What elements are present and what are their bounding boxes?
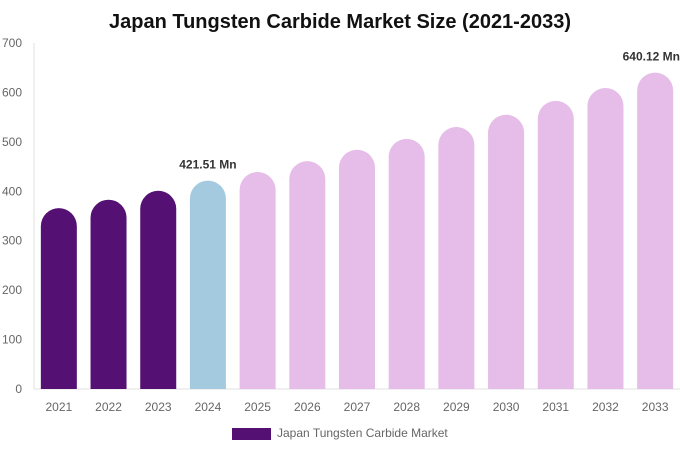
y-tick-label: 300 <box>2 234 22 248</box>
data-labels: 421.51 Mn 640.12 Mn <box>179 50 680 172</box>
x-tick-label: 2024 <box>195 400 222 414</box>
legend-label: Japan Tungsten Carbide Market <box>277 426 448 440</box>
x-axis: 2021 2022 2023 2024 2025 2026 2027 2028 2029 2030… <box>34 388 680 414</box>
bar-2029 <box>438 127 475 389</box>
x-tick-label: 2032 <box>592 400 619 414</box>
y-tick-label: 500 <box>2 135 22 149</box>
bar-2023 <box>140 190 177 389</box>
y-tick-label: 100 <box>2 333 22 347</box>
y-tick-label: 0 <box>15 382 22 396</box>
y-tick-label: 200 <box>2 283 22 297</box>
x-tick-label: 2023 <box>145 400 172 414</box>
bar-2022 <box>90 199 127 389</box>
bar-2024 <box>189 180 226 389</box>
bar-2033 <box>637 72 674 389</box>
y-axis: 0 100 200 300 400 500 600 700 <box>2 36 35 396</box>
x-tick-label: 2033 <box>642 400 669 414</box>
bars <box>40 72 674 390</box>
bar-2021 <box>40 208 77 389</box>
bar-2028 <box>388 138 425 389</box>
bar-2032 <box>587 87 624 389</box>
y-tick-label: 600 <box>2 85 22 99</box>
x-tick-label: 2022 <box>95 400 122 414</box>
x-tick-label: 2030 <box>493 400 520 414</box>
data-label-2024: 421.51 Mn <box>179 158 236 172</box>
legend-swatch <box>232 428 271 440</box>
x-tick-label: 2029 <box>443 400 470 414</box>
y-tick-label: 700 <box>2 36 22 50</box>
x-tick-label: 2025 <box>244 400 271 414</box>
chart-title: Japan Tungsten Carbide Market Size (2021… <box>109 11 571 33</box>
bar-2031 <box>537 100 574 390</box>
x-tick-label: 2031 <box>542 400 569 414</box>
bar-2026 <box>289 161 326 389</box>
bar-2025 <box>239 172 276 389</box>
bar-2027 <box>339 149 375 389</box>
bar-2030 <box>488 114 525 389</box>
x-tick-label: 2028 <box>393 400 420 414</box>
y-tick-label: 400 <box>2 184 22 198</box>
legend[interactable]: Japan Tungsten Carbide Market <box>232 426 448 440</box>
x-tick-label: 2027 <box>344 400 371 414</box>
data-label-2033: 640.12 Mn <box>623 50 680 64</box>
x-tick-label: 2026 <box>294 400 321 414</box>
x-tick-label: 2021 <box>45 400 72 414</box>
